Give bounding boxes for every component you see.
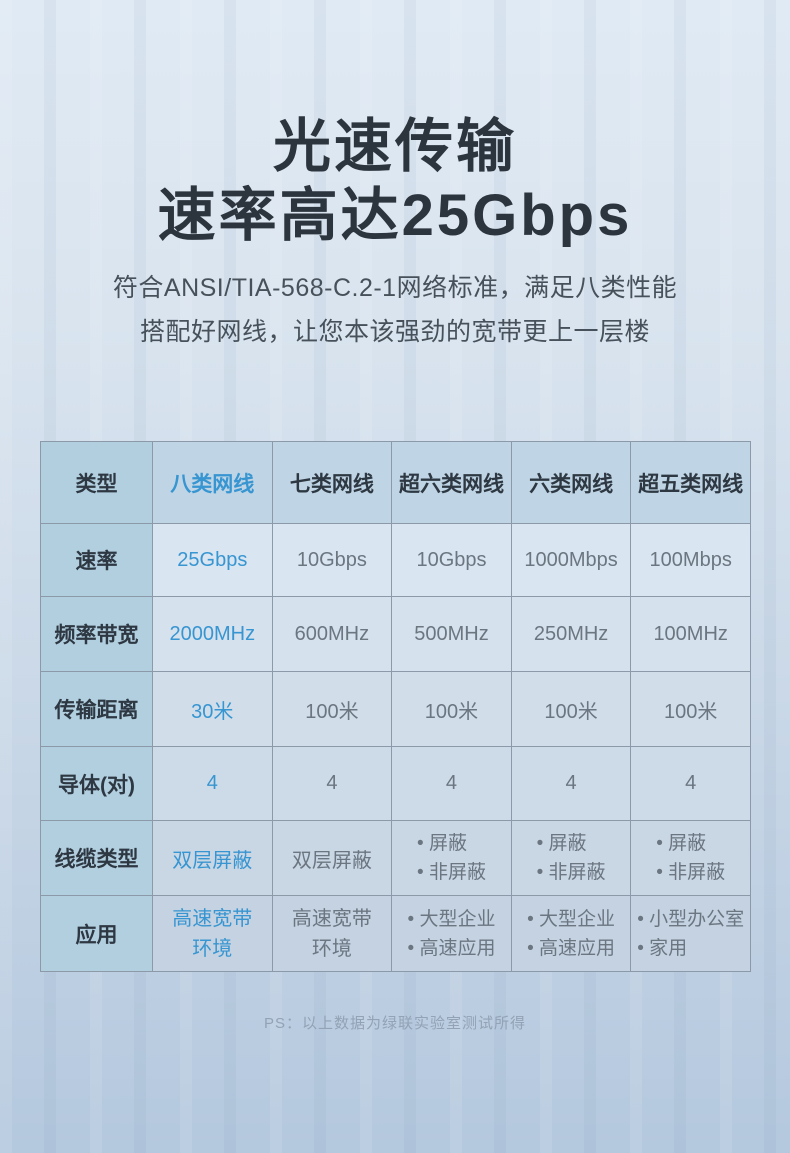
- bullet-item: 家用: [637, 934, 744, 963]
- subtitle: 符合ANSI/TIA-568-C.2-1网络标准，满足八类性能 搭配好网线，让您…: [0, 266, 790, 354]
- bullet-item: 屏蔽: [537, 829, 606, 858]
- cell-distance-cat5e: 100米: [630, 671, 751, 747]
- column-header-cat6a: 超六类网线: [391, 441, 512, 524]
- cell-line: 高速宽带: [291, 907, 372, 930]
- cell-bandwidth-cat6: 250MHz: [510, 596, 632, 672]
- footer-note: PS：以上数据为绿联实验室测试所得: [263, 1015, 526, 1032]
- cell-application-cat5e: 小型办公室 家用: [630, 895, 751, 972]
- cell-bandwidth-cat5e: 100MHz: [630, 596, 751, 672]
- cell-conductors-cat8: 4: [152, 746, 273, 821]
- table-row-conductors: 导体(对) 4 4 4 4 4: [40, 746, 751, 821]
- column-header-type: 类型: [40, 441, 153, 524]
- cell-line: 高速宽带: [172, 907, 253, 930]
- table-header-row: 类型 八类网线 七类网线 超六类网线 六类网线 超五类网线: [40, 441, 751, 524]
- row-label-bandwidth: 频率带宽: [40, 596, 153, 672]
- cell-cable-type-cat6: 屏蔽 非屏蔽: [510, 820, 632, 896]
- title-line-1: 光速传输: [272, 114, 517, 179]
- cell-line: 环境: [192, 937, 233, 960]
- bullet-item: 大型企业: [408, 905, 495, 934]
- row-label-application: 应用: [40, 895, 153, 972]
- title-line-2: 速率高达25Gbps: [157, 183, 633, 248]
- cell-application-cat7: 高速宽带 环境: [271, 895, 393, 972]
- cell-conductors-cat5e: 4: [630, 746, 751, 821]
- bullet-item: 非屏蔽: [537, 858, 606, 887]
- cell-conductors-cat7: 4: [271, 746, 393, 821]
- cell-line: 环境: [311, 937, 352, 960]
- cell-conductors-cat6a: 4: [391, 746, 512, 821]
- cell-speed-cat5e: 100Mbps: [630, 523, 751, 597]
- column-header-cat7: 七类网线: [271, 441, 393, 524]
- spec-comparison-table: 类型 八类网线 七类网线 超六类网线 六类网线 超五类网线 速率 25Gbps …: [40, 441, 751, 972]
- table-row-distance: 传输距离 30米 100米 100米 100米 100米: [40, 671, 751, 747]
- subtitle-line-2: 搭配好网线，让您本该强劲的宽带更上一层楼: [139, 318, 650, 346]
- cell-application-cat8: 高速宽带 环境: [152, 895, 273, 972]
- row-label-distance: 传输距离: [40, 671, 153, 747]
- column-header-cat5e: 超五类网线: [630, 441, 751, 524]
- cell-distance-cat6: 100米: [510, 671, 632, 747]
- cell-bandwidth-cat8: 2000MHz: [152, 596, 273, 672]
- bullet-item: 屏蔽: [656, 829, 725, 858]
- table-row-speed: 速率 25Gbps 10Gbps 10Gbps 1000Mbps 100Mbps: [40, 523, 751, 597]
- cell-speed-cat6a: 10Gbps: [391, 523, 512, 597]
- row-label-cable-type: 线缆类型: [40, 820, 153, 896]
- cell-speed-cat6: 1000Mbps: [510, 523, 632, 597]
- table-row-application: 应用 高速宽带 环境 高速宽带 环境 大型企业 高速应用: [40, 895, 751, 972]
- cell-cable-type-cat6a: 屏蔽 非屏蔽: [391, 820, 512, 896]
- cell-bandwidth-cat6a: 500MHz: [391, 596, 512, 672]
- row-label-speed: 速率: [40, 523, 153, 597]
- subtitle-line-1: 符合ANSI/TIA-568-C.2-1网络标准，满足八类性能: [112, 274, 678, 302]
- cell-cable-type-cat7: 双层屏蔽: [271, 820, 393, 896]
- bullet-item: 高速应用: [408, 934, 495, 963]
- cell-distance-cat8: 30米: [152, 671, 273, 747]
- column-header-cat8: 八类网线: [152, 441, 273, 524]
- column-header-cat6: 六类网线: [510, 441, 632, 524]
- bullet-item: 高速应用: [527, 934, 615, 963]
- table-row-bandwidth: 频率带宽 2000MHz 600MHz 500MHz 250MHz 100MHz: [40, 596, 751, 672]
- bullet-item: 大型企业: [527, 905, 615, 934]
- cell-distance-cat7: 100米: [271, 671, 393, 747]
- table-row-cable-type: 线缆类型 双层屏蔽 双层屏蔽 屏蔽 非屏蔽 屏蔽 非屏蔽 屏蔽 非屏蔽: [40, 820, 751, 896]
- bullet-item: 小型办公室: [637, 905, 744, 934]
- cell-application-cat6: 大型企业 高速应用: [510, 895, 632, 972]
- row-label-conductors: 导体(对): [40, 746, 153, 821]
- cell-speed-cat7: 10Gbps: [271, 523, 393, 597]
- cell-cable-type-cat5e: 屏蔽 非屏蔽: [630, 820, 751, 896]
- bullet-item: 非屏蔽: [656, 858, 725, 887]
- cell-application-cat6a: 大型企业 高速应用: [391, 895, 512, 972]
- cell-speed-cat8: 25Gbps: [152, 523, 273, 597]
- cell-distance-cat6a: 100米: [391, 671, 512, 747]
- cell-bandwidth-cat7: 600MHz: [271, 596, 393, 672]
- page-title: 光速传输 速率高达25Gbps: [0, 112, 790, 250]
- cell-cable-type-cat8: 双层屏蔽: [152, 820, 273, 896]
- bullet-item: 非屏蔽: [417, 858, 486, 887]
- bullet-item: 屏蔽: [417, 829, 486, 858]
- cell-conductors-cat6: 4: [510, 746, 632, 821]
